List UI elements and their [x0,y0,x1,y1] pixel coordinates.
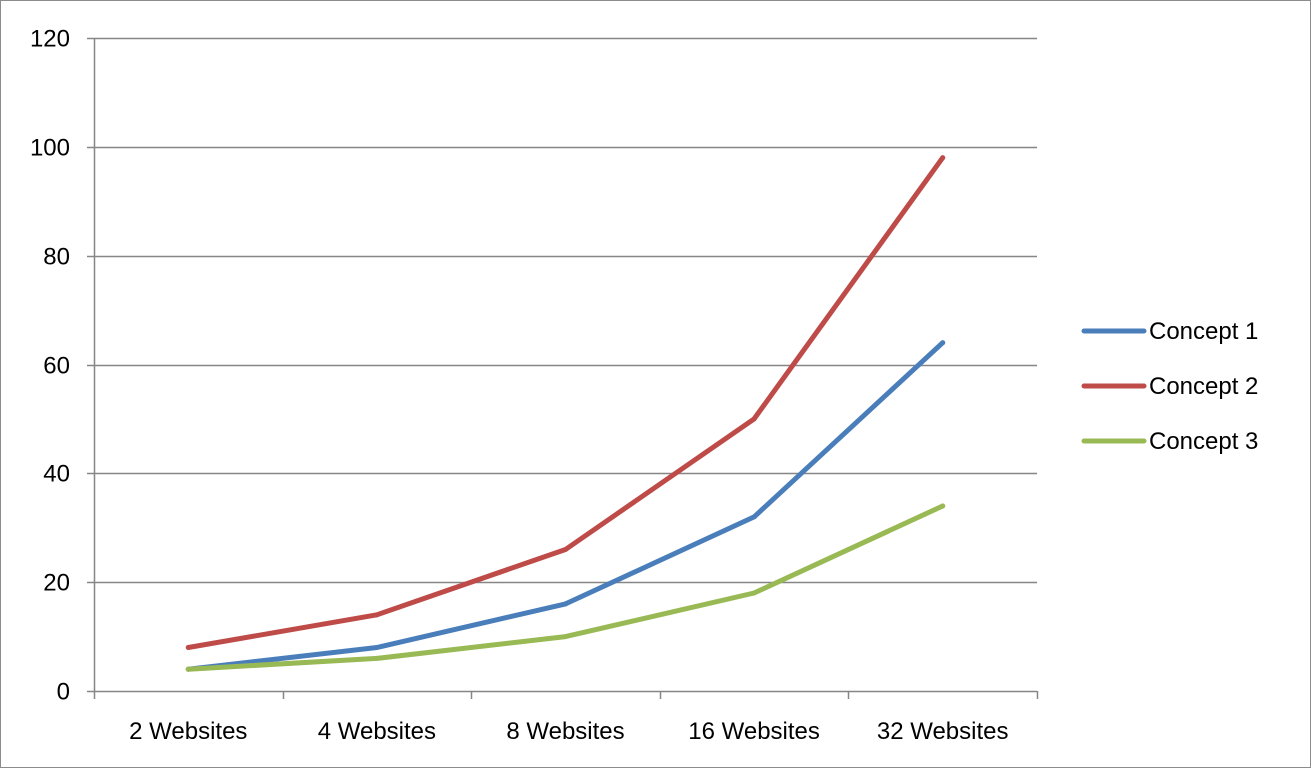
data-point [751,514,757,520]
y-tick-label: 80 [43,244,70,271]
y-tick-label: 20 [43,570,70,597]
data-point [563,547,568,553]
x-tick-label: 32 Websites [877,718,1009,745]
y-tick-label: 100 [30,135,70,162]
data-point [940,155,946,161]
series-line-3 [185,503,946,672]
legend-item-3: Concept 3 [1081,428,1258,455]
grid-lines [94,37,1037,584]
x-tick-label: 4 Websites [318,718,436,745]
y-tick-label: 120 [30,26,70,53]
data-point [374,655,380,661]
series-lines [185,155,946,672]
legend-item-2: Concept 2 [1081,373,1258,400]
legend-item-1: Concept 1 [1081,318,1258,345]
legend-label: Concept 3 [1149,428,1258,455]
data-point [185,644,191,650]
data-point [940,340,946,346]
data-point [563,601,568,607]
series-line-2 [185,155,946,650]
data-point [374,612,380,618]
y-tick-label: 60 [43,353,70,380]
x-tick-label: 16 Websites [688,718,820,745]
data-point [940,503,946,509]
data-point [751,590,757,596]
y-tick-label: 40 [43,461,70,488]
y-tick-label: 0 [57,679,70,706]
legend-label: Concept 2 [1149,373,1258,400]
series-line-1 [185,340,946,672]
legend: Concept 1 Concept 2 Concept 3 [1081,318,1258,455]
x-tick-label: 2 Websites [129,718,247,745]
data-point [185,666,191,672]
legend-label: Concept 1 [1149,318,1258,345]
x-tick-label: 8 Websites [506,718,624,745]
axes: 0 20 40 60 80 100 120 2 Websites 4 Websites 8 Web… [30,26,1039,745]
data-point [751,416,757,422]
data-point [374,644,380,650]
data-point [563,634,568,640]
